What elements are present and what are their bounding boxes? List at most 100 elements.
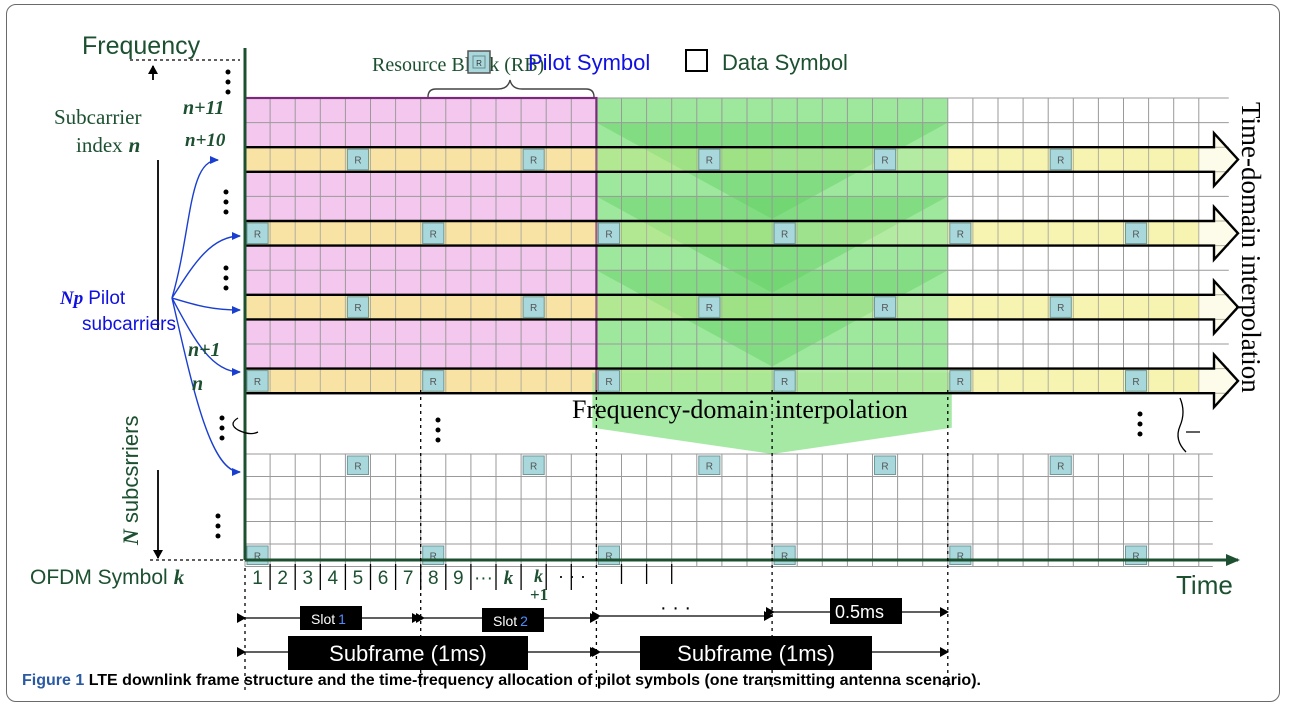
np-label: Np Pilot [59, 288, 126, 309]
n-plus-11-label: n+11 [183, 97, 224, 119]
pilot-cell [597, 222, 621, 245]
pilot-marker: R [530, 156, 537, 167]
pilot-marker: R [957, 377, 964, 388]
pilot-marker: R [430, 551, 437, 562]
figure-caption: Figure 1 LTE downlink frame structure an… [22, 672, 1272, 690]
blue-arrow-2 [171, 232, 241, 299]
pilot-cell [346, 296, 369, 318]
middle-span: · · · [592, 597, 773, 621]
pilot-cell [874, 296, 897, 318]
symbol-index: 5 [353, 568, 364, 589]
blue-arrow-3 [171, 297, 241, 314]
pilot-cell [874, 148, 897, 171]
pilot-marker: R [881, 303, 888, 314]
blue-arrow-5 [171, 297, 241, 476]
ofdm-symbol-label: OFDM Symbol k [30, 565, 185, 589]
blue-arrow-4 [171, 297, 241, 376]
time-label: Time [1176, 570, 1233, 600]
pilot-cell [246, 222, 269, 245]
pilot-marker: R [354, 461, 361, 472]
pilot-marker: R [605, 377, 612, 388]
caption-label: Figure 1 [22, 672, 85, 689]
symbol-index: 8 [428, 568, 439, 589]
pilot-marker: R [1132, 229, 1139, 240]
pilot-cell [422, 222, 445, 245]
subframe-1-span: Subframe (1ms) [237, 636, 599, 670]
pilot-cell [1049, 455, 1072, 475]
time-domain-arrows [243, 130, 1240, 411]
slot-1-span: Slot 1 [237, 606, 421, 630]
pilot-marker: R [881, 461, 888, 472]
time-domain-interpolation-label: Time-domain interpolation [1236, 102, 1266, 393]
pilot-cell [522, 296, 545, 318]
resource-block-brace [427, 79, 595, 98]
k-plus-1-bottom: +1 [530, 585, 548, 604]
n-plus-1-label: n+1 [188, 339, 221, 361]
time-arrow-1 [243, 130, 1240, 189]
pilot-cell [698, 296, 721, 318]
time-arrow-3 [243, 277, 1240, 337]
pilot-cell [1125, 222, 1148, 245]
time-arrow-4 [243, 351, 1240, 411]
pilot-marker: R [1057, 461, 1064, 472]
pilot-marker: R [957, 551, 964, 562]
pilot-marker: R [254, 551, 261, 562]
pilot-marker: R [881, 156, 888, 167]
axis-break-left [232, 417, 259, 435]
n-subcarriers-label: Nsubcsrriers [118, 416, 143, 546]
pilot-cell [874, 455, 897, 475]
symbol-index: 3 [302, 568, 313, 589]
pilot-marker: R [706, 156, 713, 167]
n-plus-10-label: n+10 [185, 130, 226, 151]
svg-text:R: R [476, 59, 482, 68]
pilot-cell [698, 148, 721, 171]
pilot-marker: R [781, 229, 788, 240]
pilot-cell [522, 148, 545, 171]
pilot-marker: R [254, 229, 261, 240]
pilot-marker: R [605, 229, 612, 240]
frequency-label: Frequency [82, 32, 201, 60]
pilot-marker: R [781, 377, 788, 388]
pilot-subcarriers-label: subcarriers [82, 314, 176, 335]
figure-frame [6, 4, 1280, 702]
data-symbol-legend-icon [685, 49, 708, 72]
svg-text:· · ·: · · · [660, 597, 691, 619]
pilot-marker: R [706, 461, 713, 472]
time-arrow-2 [243, 203, 1240, 263]
pilot-marker: R [354, 303, 361, 314]
pilot-cell [1125, 370, 1148, 392]
pilot-cell [346, 148, 369, 171]
pilot-marker: R [430, 377, 437, 388]
slot-2-span: Slot 2 [416, 608, 599, 632]
slot-tick-marks [244, 390, 949, 690]
pilot-marker: R [530, 461, 537, 472]
pilot-cell [422, 370, 445, 392]
subcarrier-label: Subcarrier [54, 105, 141, 129]
pilot-marker: R [1057, 156, 1064, 167]
left-ellipses [215, 69, 1143, 539]
pilot-marker: R [530, 303, 537, 314]
symbol-index-row: 1 2 3 4 5 6 7 8 9 ··· k [252, 568, 514, 589]
pilot-cells: R R R R R R R R R R R R R R R R R R R R R R R R R R R R R R R R R [246, 148, 1148, 565]
pilot-subcarrier-arrows [171, 156, 241, 476]
frequency-domain-interpolation-label: Frequency-domain interpolation [572, 395, 908, 424]
svg-text:Subframe (1ms): Subframe (1ms) [329, 641, 487, 666]
pilot-cell [346, 455, 369, 475]
n-label: n [192, 373, 203, 395]
pilot-marker: R [605, 551, 612, 562]
pilot-symbol-label: Pilot Symbol [528, 50, 650, 75]
blue-arrow-1 [171, 156, 219, 299]
symbol-index: 4 [328, 568, 339, 589]
axis-break-right [1177, 397, 1200, 453]
pilot-cell [698, 455, 721, 475]
symbol-dots: · · · [558, 566, 586, 586]
pilot-cell [773, 222, 796, 245]
symbol-index: k [504, 568, 514, 589]
half-ms-span: 0.5ms [766, 598, 949, 624]
pilot-cell [1049, 296, 1072, 318]
pilot-cell [597, 370, 621, 392]
pilot-cell [246, 370, 269, 392]
